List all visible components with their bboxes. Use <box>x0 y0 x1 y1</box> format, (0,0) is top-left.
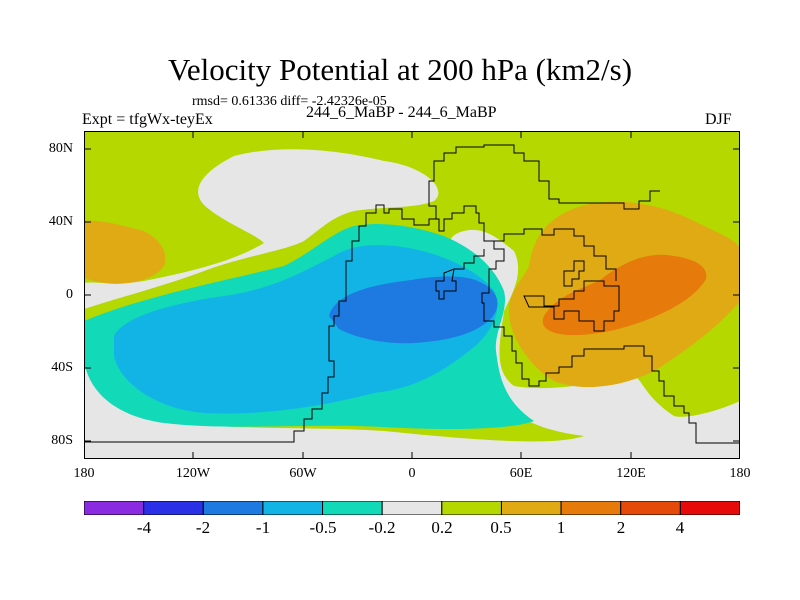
lat-label: 40N <box>48 214 73 229</box>
colorbar-label: 2 <box>616 518 626 537</box>
case-label: 244_6_MaBP - 244_6_MaBP <box>306 104 497 121</box>
lon-label: 180 <box>73 466 95 481</box>
field-positive-strong <box>542 254 707 336</box>
colorbar-label: -4 <box>136 518 152 537</box>
colorbar-label: 0.2 <box>431 518 453 537</box>
colorbar-label: -2 <box>195 518 211 537</box>
colorbar-box <box>262 501 324 515</box>
colorbar-box <box>679 501 740 515</box>
velocity-potential-map <box>84 131 740 459</box>
colorbar-box <box>381 501 443 515</box>
plot-title: Velocity Potential at 200 hPa (km2/s) <box>167 52 633 87</box>
lat-label: 80N <box>48 141 73 156</box>
lat-label: 80S <box>51 433 73 448</box>
field-positive-mid <box>84 220 166 284</box>
colorbar-label: 0.5 <box>490 518 512 537</box>
experiment-label: Expt = tfgWx-teyEx <box>82 111 213 128</box>
colorbar <box>84 501 740 515</box>
lon-label: 180 <box>729 466 751 481</box>
colorbar-box <box>500 501 562 515</box>
colorbar-box <box>202 501 264 515</box>
continent-outlines <box>84 144 740 444</box>
colorbar-label: 4 <box>675 518 685 537</box>
field-neutral <box>84 149 439 309</box>
lon-label: 120E <box>616 466 646 481</box>
colorbar-label: -0.2 <box>368 518 396 537</box>
lon-ticks <box>192 131 632 459</box>
colorbar-label: -1 <box>255 518 271 537</box>
colorbar-box <box>620 501 681 515</box>
colorbar-box <box>560 501 622 515</box>
lat-label: 40S <box>51 360 73 375</box>
field-negative-strong <box>329 276 498 344</box>
lon-label: 0 <box>408 466 416 481</box>
colorbar-box <box>322 501 383 515</box>
season-label: DJF <box>705 111 732 128</box>
lon-label: 60W <box>289 466 317 481</box>
lat-ticks <box>84 148 740 442</box>
lat-label: 0 <box>66 287 73 302</box>
lon-label: 60E <box>509 466 533 481</box>
colorbar-label: 1 <box>556 518 566 537</box>
colorbar-label: -0.5 <box>309 518 337 537</box>
colorbar-box <box>84 501 145 515</box>
colorbar-box <box>143 501 204 515</box>
lon-label: 120W <box>175 466 211 481</box>
stats-line: rmsd= 0.61336 diff= -2.42326e-05 <box>192 94 387 109</box>
field-neutral <box>84 229 740 459</box>
colorbar-box <box>441 501 502 515</box>
